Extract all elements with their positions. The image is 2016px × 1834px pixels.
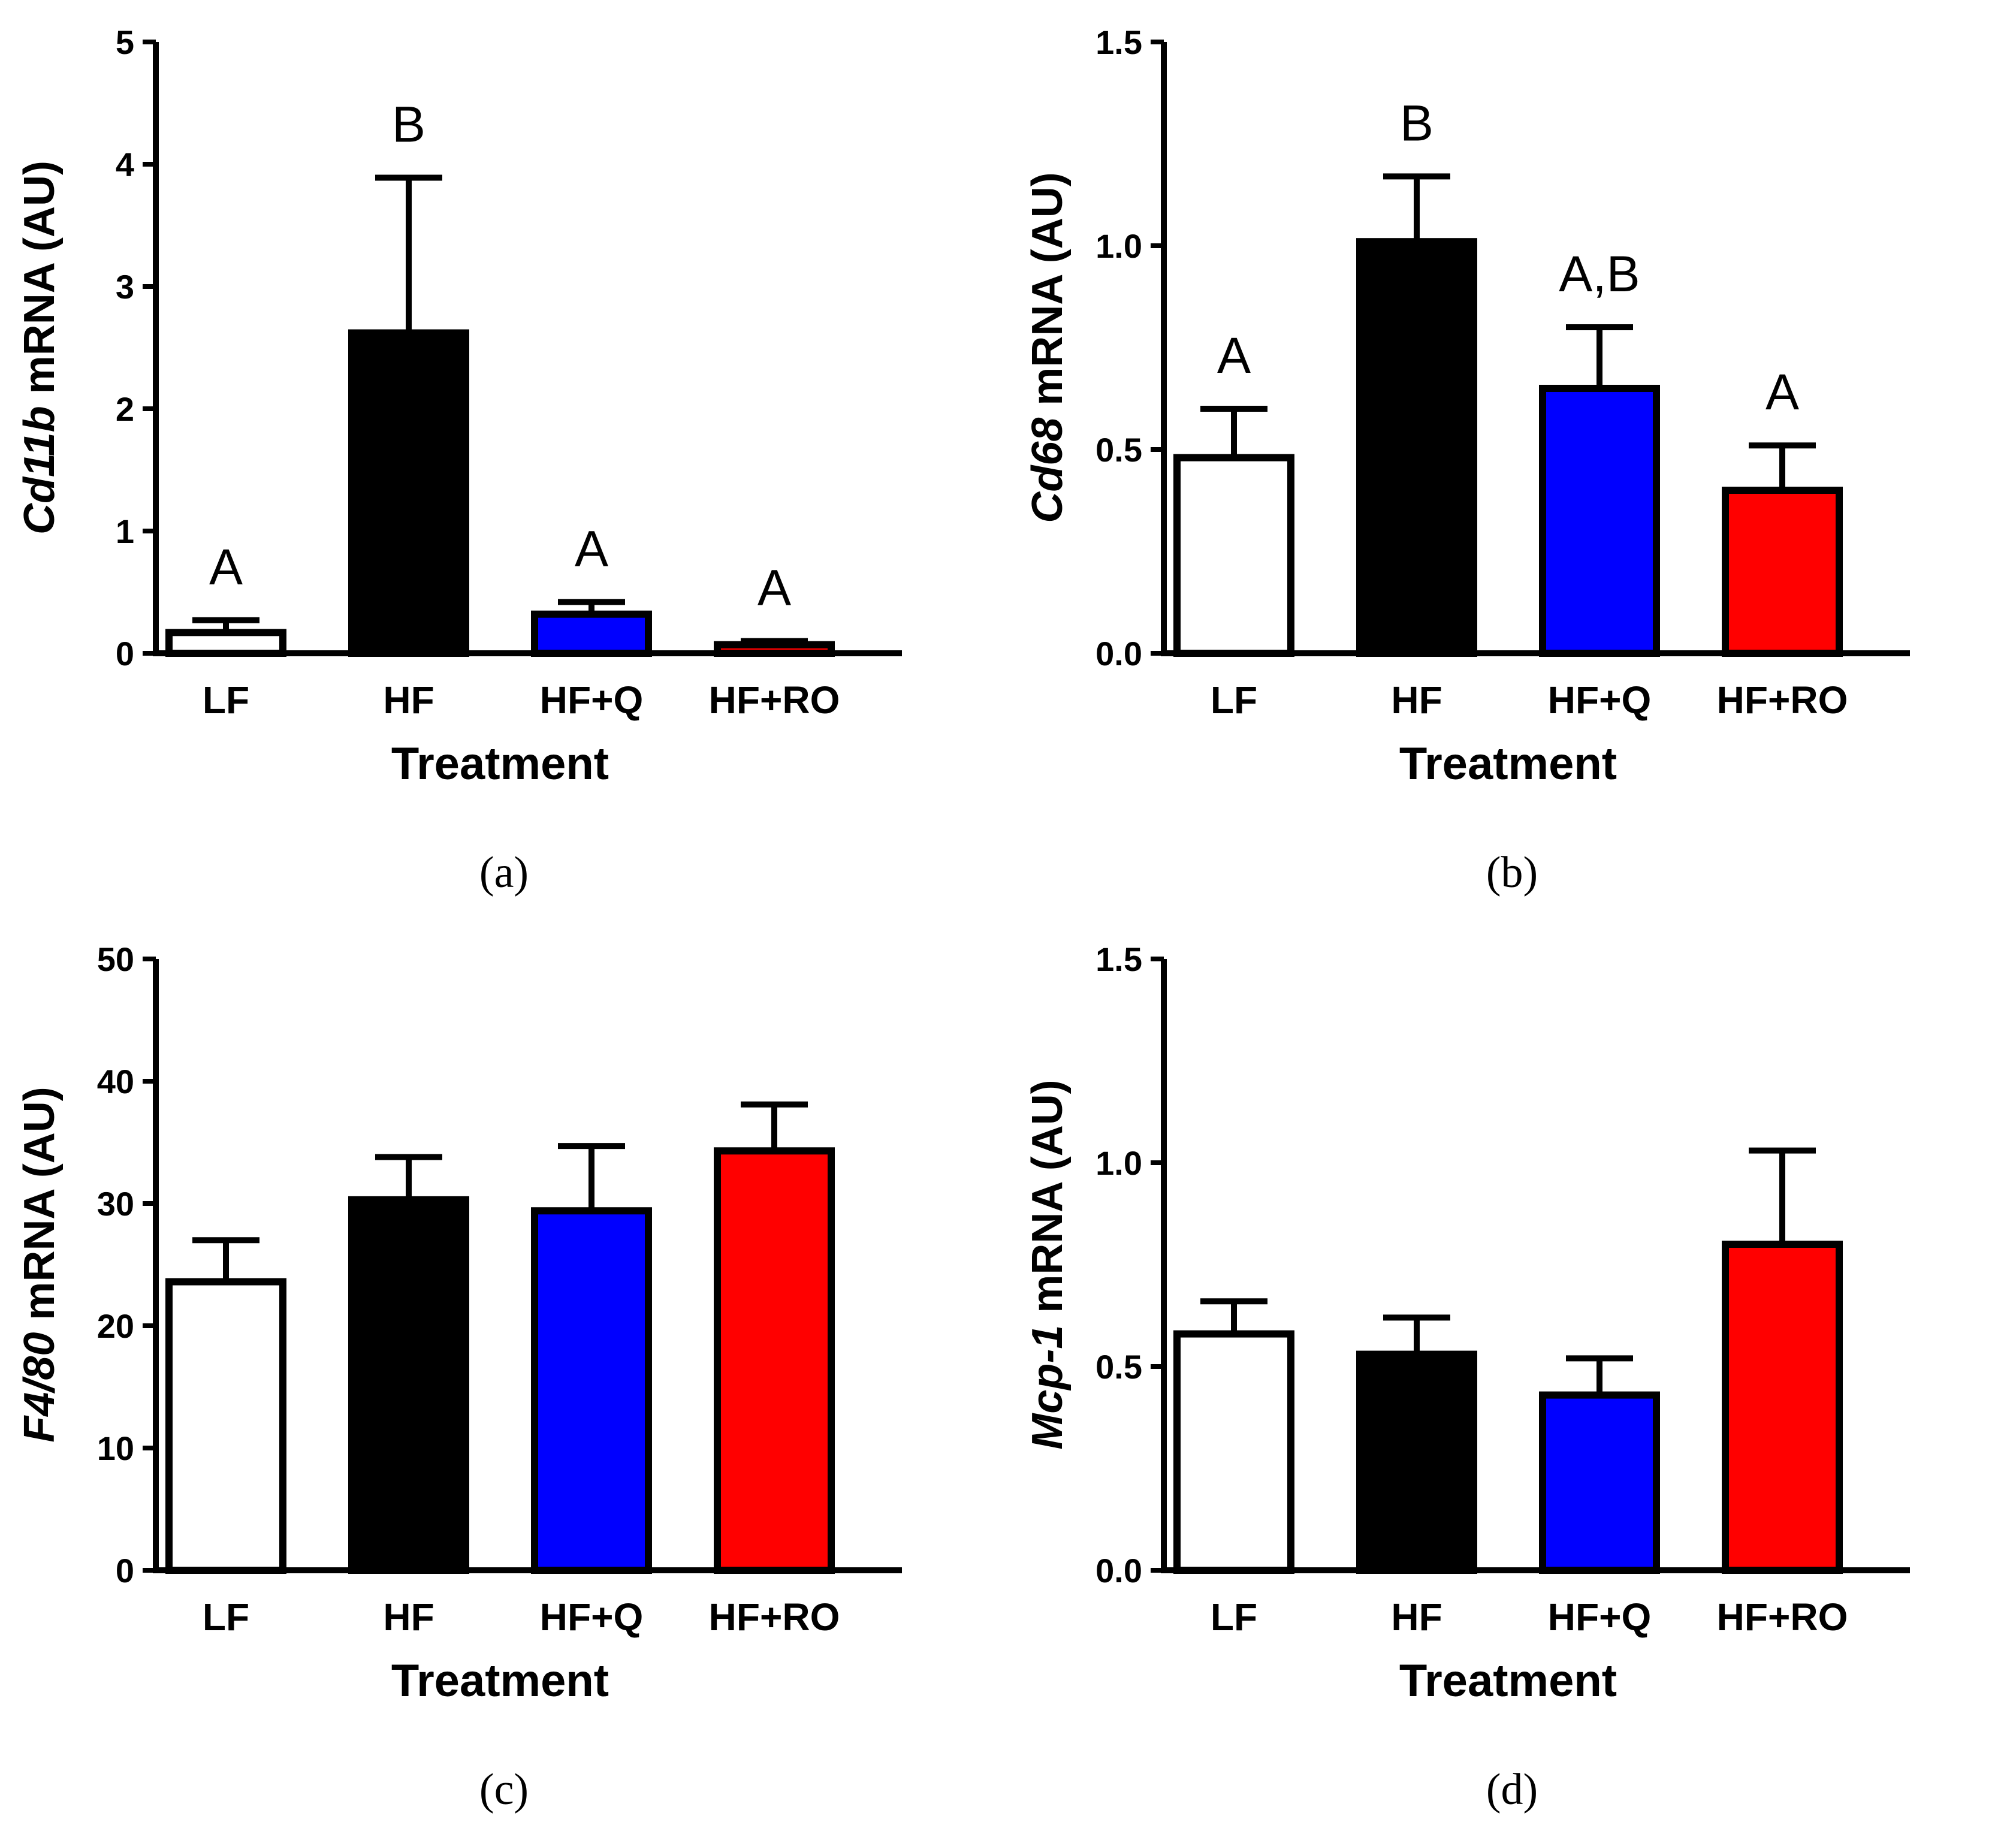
y-tick-label: 1	[116, 512, 134, 550]
bar-hf-ro	[1722, 487, 1843, 657]
x-axis-title: Treatment	[391, 738, 609, 789]
chart-mcp-1: LF HF HF+Q HF+RO 0.0 0.5 1.0 1.5 Treatment Mcp-1 …	[1024, 940, 1910, 1814]
x-tick-label-hf: HF	[383, 678, 434, 722]
y-tick-label: 10	[97, 1429, 134, 1467]
significance-letter-lf: A	[1217, 327, 1251, 384]
y-axis-title-gene: F4/80	[16, 1332, 64, 1443]
chart-cd11b: LF A HF B HF+Q A HF+RO A 0 1 2 3 4 5 Treatment Cd11b mR…	[16, 23, 902, 897]
panel-c: LF HF HF+Q HF+RO 0 10 20 30 40 50 Treatment F4/80 m…	[0, 917, 1008, 1834]
x-tick-label-lf: LF	[1211, 1595, 1257, 1639]
significance-letter-hf: B	[392, 96, 425, 152]
y-tick-label: 50	[97, 940, 134, 978]
bar-lf	[165, 629, 286, 657]
x-tick-label-lf: LF	[1211, 678, 1257, 722]
x-axis-title: Treatment	[391, 1655, 609, 1706]
y-axis-title-unit: mRNA (AU)	[16, 1087, 64, 1332]
y-tick-label: 1.0	[1095, 227, 1142, 265]
panel-label-f4-80: (c)	[479, 1765, 529, 1814]
panel-a: LF A HF B HF+Q A HF+RO A 0 1 2 3 4 5 Treatment Cd11b mR…	[0, 0, 1008, 917]
panel-label-cd11b: (a)	[479, 848, 529, 897]
x-tick-label-hf-ro: HF+RO	[1717, 1595, 1848, 1639]
y-axis-title: F4/80 mRNA (AU)	[16, 1087, 64, 1442]
panel-label-mcp-1: (d)	[1486, 1765, 1538, 1814]
panel-b: LF A HF B HF+Q A,B HF+RO A 0.0 0.5 1.0 1.5 Treatment…	[1008, 0, 2016, 917]
y-tick-label: 4	[116, 146, 134, 183]
y-tick-label: 3	[116, 268, 134, 306]
y-tick-label: 1.5	[1095, 940, 1142, 978]
bar-hf-q	[531, 610, 652, 657]
significance-letter-hf-q: A	[575, 520, 608, 577]
y-axis-title-unit: mRNA (AU)	[16, 161, 64, 406]
bar-hf	[1356, 1350, 1477, 1574]
y-tick-label: 40	[97, 1063, 134, 1100]
significance-letter-hf-q: A,B	[1559, 246, 1640, 302]
y-axis-title: Cd68 mRNA (AU)	[1024, 172, 1072, 523]
bar-lf	[1173, 1330, 1294, 1574]
x-tick-label-hf-q: HF+Q	[540, 1595, 643, 1639]
y-tick-label: 1.0	[1095, 1144, 1142, 1182]
x-axis-title: Treatment	[1399, 1655, 1617, 1706]
y-axis-title-gene: Cd68	[1024, 418, 1072, 523]
x-tick-label-hf-q: HF+Q	[1548, 1595, 1651, 1639]
x-tick-label-hf-q: HF+Q	[540, 678, 643, 722]
bar-hf-ro	[1722, 1241, 1843, 1574]
bar-hf-q	[531, 1207, 652, 1574]
significance-letter-lf: A	[209, 539, 243, 595]
y-tick-label: 0.5	[1095, 1348, 1142, 1386]
x-tick-label-lf: LF	[203, 678, 249, 722]
significance-letter-hf-ro: A	[757, 560, 791, 616]
x-tick-label-hf-ro: HF+RO	[1717, 678, 1848, 722]
y-axis-title-gene: Mcp-1	[1024, 1325, 1072, 1450]
panel-label-cd68: (b)	[1486, 848, 1538, 897]
y-axis-title: Mcp-1 mRNA (AU)	[1024, 1079, 1072, 1449]
panel-d: LF HF HF+Q HF+RO 0.0 0.5 1.0 1.5 Treatment Mcp-1 …	[1008, 917, 2016, 1834]
y-tick-label: 5	[116, 23, 134, 61]
x-tick-label-hf-q: HF+Q	[1548, 678, 1651, 722]
bar-hf	[348, 1196, 469, 1574]
y-tick-label: 0	[116, 635, 134, 672]
bar-lf	[165, 1278, 286, 1574]
x-tick-label-hf: HF	[1391, 1595, 1442, 1639]
y-tick-label: 2	[116, 390, 134, 428]
x-tick-label-hf-ro: HF+RO	[709, 1595, 840, 1639]
y-tick-label: 0.5	[1095, 431, 1142, 469]
x-tick-label-hf-ro: HF+RO	[709, 678, 840, 722]
x-tick-label-hf: HF	[1391, 678, 1442, 722]
y-tick-label: 1.5	[1095, 23, 1142, 61]
bar-hf-q	[1539, 385, 1660, 657]
x-tick-label-lf: LF	[203, 1595, 249, 1639]
y-tick-label: 20	[97, 1307, 134, 1345]
x-axis-title: Treatment	[1399, 738, 1617, 789]
bar-hf	[1356, 238, 1477, 657]
y-tick-label: 0.0	[1095, 1552, 1142, 1589]
x-tick-label-hf: HF	[383, 1595, 434, 1639]
y-tick-label: 0	[116, 1552, 134, 1589]
y-axis-title: Cd11b mRNA (AU)	[16, 161, 64, 535]
y-axis-title-unit: mRNA (AU)	[1024, 1079, 1072, 1325]
bar-hf-ro	[714, 1147, 835, 1574]
y-tick-label: 30	[97, 1185, 134, 1223]
y-tick-label: 0.0	[1095, 635, 1142, 672]
chart-cd68: LF A HF B HF+Q A,B HF+RO A 0.0 0.5 1.0 1.5 Treatment…	[1024, 23, 1910, 897]
chart-f4-80: LF HF HF+Q HF+RO 0 10 20 30 40 50 Treatment F4/80 m…	[16, 940, 902, 1814]
significance-letter-hf-ro: A	[1765, 364, 1799, 420]
bar-hf-q	[1539, 1391, 1660, 1574]
significance-letter-hf: B	[1400, 95, 1433, 151]
bar-hf	[348, 329, 469, 657]
y-axis-title-unit: mRNA (AU)	[1024, 172, 1072, 417]
bar-lf	[1173, 454, 1294, 657]
y-axis-title-gene: Cd11b	[16, 406, 64, 535]
